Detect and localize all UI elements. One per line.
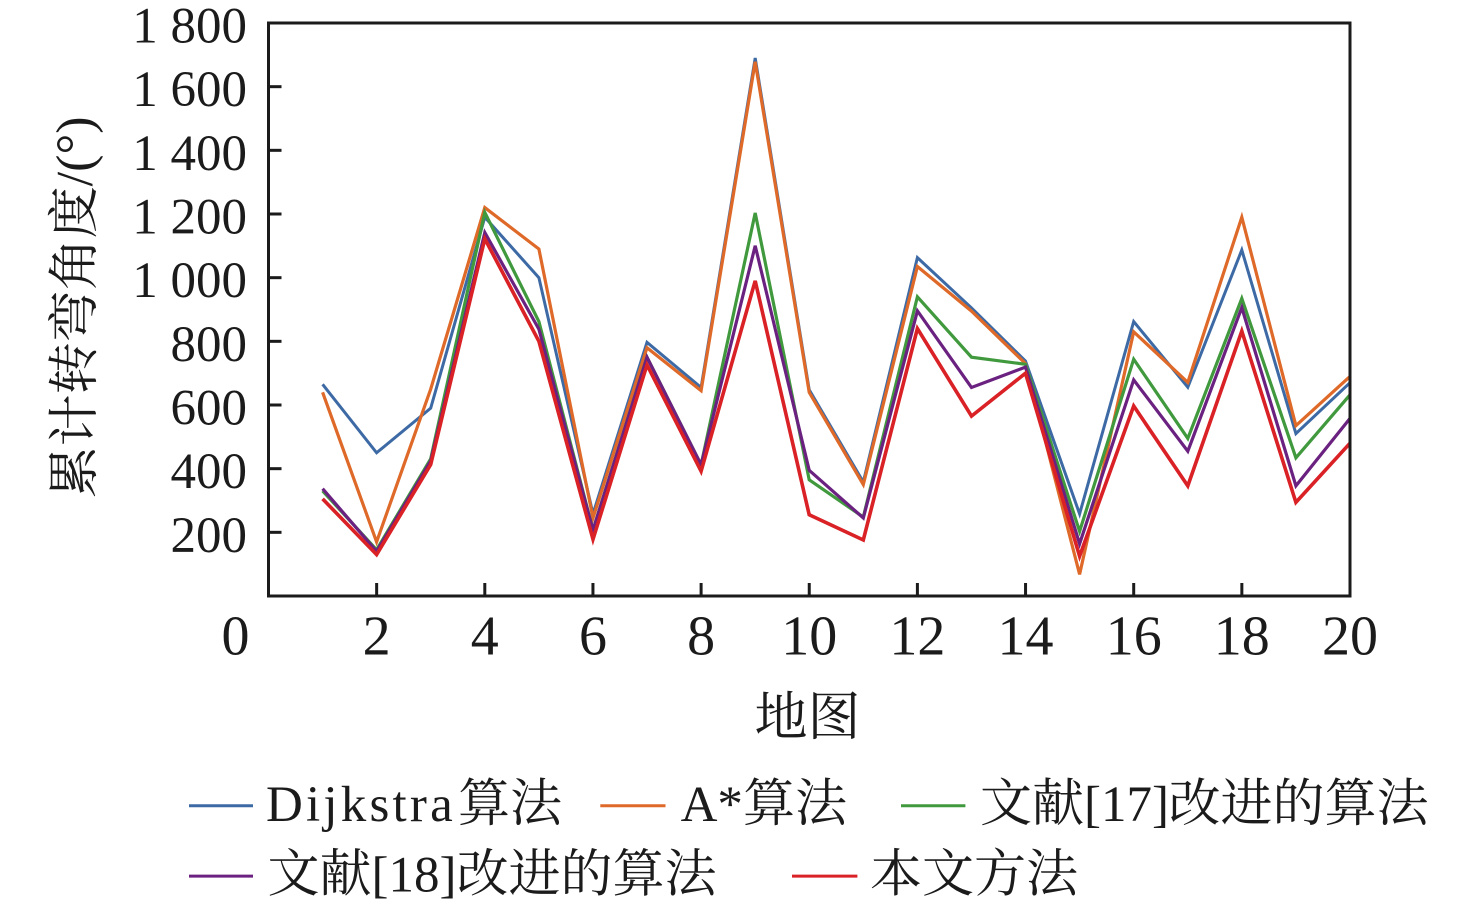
svg-text:[17]: [17] [1084, 777, 1169, 833]
svg-text:10: 10 [781, 606, 837, 668]
svg-text:Dijkstra: Dijkstra [266, 777, 456, 833]
svg-text:14: 14 [998, 606, 1054, 668]
svg-text:16: 16 [1106, 606, 1162, 668]
svg-text:600: 600 [171, 381, 248, 437]
svg-text:1 200: 1 200 [132, 190, 247, 246]
svg-text:1 400: 1 400 [132, 126, 247, 182]
svg-text:400: 400 [171, 444, 248, 500]
svg-text:4: 4 [471, 606, 499, 668]
svg-text:1 600: 1 600 [132, 62, 247, 118]
svg-text:1 000: 1 000 [132, 253, 247, 309]
svg-text:8: 8 [687, 606, 715, 668]
svg-text:2: 2 [363, 606, 391, 668]
svg-text:/(°): /(°) [47, 116, 104, 186]
svg-text:20: 20 [1322, 606, 1378, 668]
svg-text:1 800: 1 800 [132, 0, 247, 55]
svg-text:0: 0 [222, 606, 250, 668]
svg-text:[18]: [18] [372, 848, 457, 904]
svg-text:200: 200 [171, 508, 248, 564]
svg-text:800: 800 [171, 317, 248, 373]
svg-text:A*: A* [681, 777, 743, 833]
svg-text:18: 18 [1214, 606, 1270, 668]
svg-text:12: 12 [889, 606, 945, 668]
svg-text:6: 6 [579, 606, 607, 668]
